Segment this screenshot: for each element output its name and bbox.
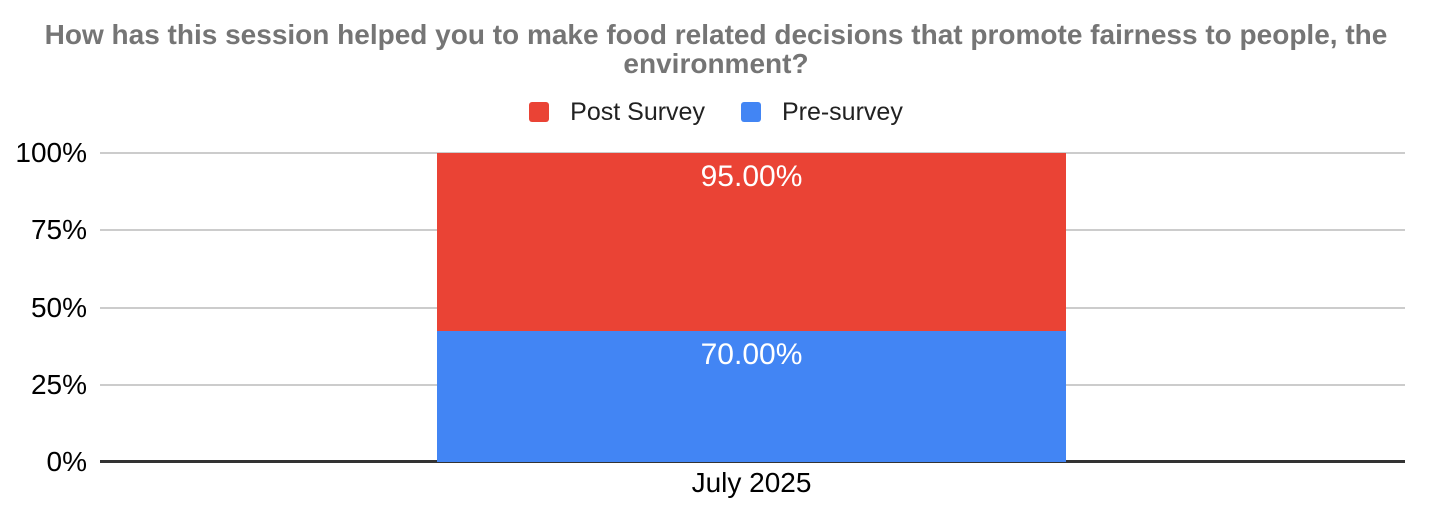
y-tick-25: 25% — [30, 368, 87, 400]
data-label-post-survey: 95.00% — [700, 160, 803, 193]
y-axis: 100% 75% 50% 25% 0% — [0, 139, 87, 476]
bar-segment-pre-survey: 70.00% — [437, 330, 1066, 462]
data-label-pre-survey: 70.00% — [700, 337, 803, 371]
legend-swatch-post-survey — [529, 102, 550, 122]
legend: Post Survey Pre-survey — [0, 98, 1432, 126]
y-tick-100: 100% — [15, 137, 87, 168]
legend-label-post-survey: Post Survey — [570, 98, 705, 126]
legend-label-pre-survey: Pre-survey — [781, 98, 903, 126]
legend-swatch-pre-survey — [740, 102, 761, 122]
legend-item-pre-survey: Pre-survey — [740, 98, 903, 126]
plot-area: 95.00% 70.00% — [100, 152, 1405, 463]
bar-segment-post-survey: 95.00% — [437, 153, 1066, 331]
chart-title: How has this session helped you to make … — [44, 19, 1388, 79]
y-tick-50: 50% — [30, 291, 87, 323]
y-tick-0: 0% — [46, 446, 87, 477]
stacked-bar-july-2025: 95.00% 70.00% — [437, 153, 1066, 462]
legend-item-post-survey: Post Survey — [529, 98, 705, 126]
y-tick-75: 75% — [30, 214, 87, 246]
x-axis-category-label: July 2025 — [691, 467, 812, 498]
